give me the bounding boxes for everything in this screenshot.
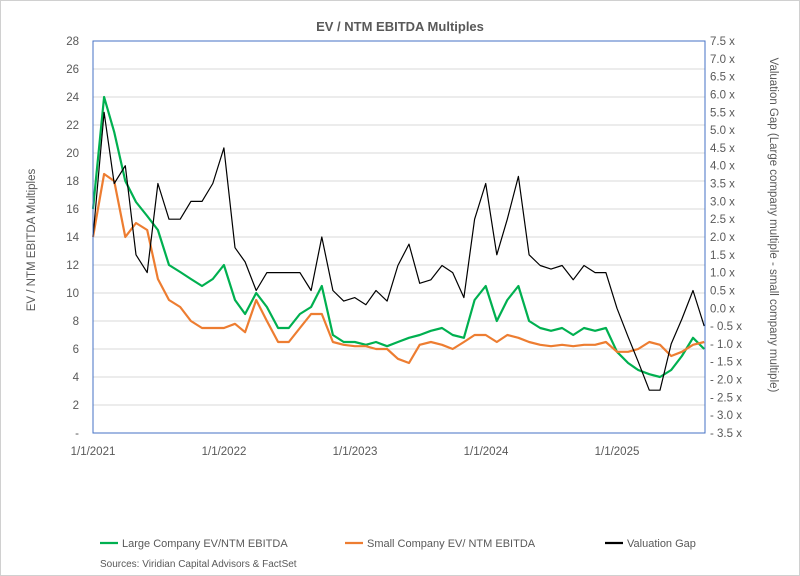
y2-tick-label: - 0.5 x [710,321,742,333]
y-tick-label: 8 [73,316,79,328]
gridlines [93,40,705,406]
y2-tick-label: 6.5 x [710,72,735,84]
x-tick-label: 1/1/2024 [464,446,509,458]
y2-tick-label: 0.5 x [710,285,735,297]
y2-tick-label: 3.5 x [710,179,735,191]
legend-label: Large Company EV/NTM EBITDA [122,538,288,550]
y-axis-label: EV / NTM EBITDA Multiples [26,169,38,312]
y-tick-label: 14 [66,232,79,244]
y2-tick-label: 3.0 x [710,196,735,208]
y-tick-label: 28 [66,36,79,48]
y2-tick-label: 6.0 x [710,89,735,101]
y2-tick-label: 1.0 x [710,268,735,280]
legend-label: Valuation Gap [627,538,696,550]
legend-label: Small Company EV/ NTM EBITDA [367,538,536,550]
y-tick-label: 24 [66,92,79,104]
y-axis-right: - 3.5 x - 3.0 x - 2.5 x - 2.0 x - 1.5 x - 1.0… [710,36,742,440]
y-tick-label: 18 [66,176,79,188]
y-tick-label: 20 [66,148,79,160]
series-line-small-company-ev-ntm-ebitda [91,172,705,365]
x-tick-label: 1/1/2022 [202,446,247,458]
y-tick-label: 12 [66,260,79,272]
y-tick-label: 26 [66,64,79,76]
x-tick-label: 1/1/2025 [595,446,640,458]
plot-border [92,40,706,434]
y-tick-label: 6 [73,344,79,356]
y2-tick-label: - 1.0 x [710,339,742,351]
y2-tick-label: 7.0 x [710,54,735,66]
x-tick-label: 1/1/2023 [333,446,378,458]
y-tick-label: 2 [73,400,79,412]
y2-tick-label: - 1.5 x [710,357,742,369]
series-line-valuation-gap [92,111,705,391]
y-tick-label: 10 [66,288,79,300]
y2-tick-label: - 3.5 x [710,428,742,440]
y2-tick-label: 0.0 x [710,303,735,315]
x-axis: 1/1/2021 1/1/2022 1/1/2023 1/1/2024 1/1/2025 [71,446,640,458]
y2-tick-label: 4.5 x [710,143,735,155]
x-tick-label: 1/1/2021 [71,446,116,458]
y2-tick-label: 2.5 x [710,214,735,226]
y2-tick-label: 4.0 x [710,161,735,173]
y2-tick-label: 1.5 x [710,250,735,262]
y-tick-label: 4 [73,372,80,384]
y2-tick-label: 2.0 x [710,232,735,244]
y2-tick-label: - 2.0 x [710,375,742,387]
y2-tick-label: - 3.0 x [710,410,742,422]
y-tick-label: 22 [66,120,79,132]
legend: Large Company EV/NTM EBITDA Small Company… [100,538,696,550]
source-note: Sources: Viridian Capital Advisors & Fac… [100,559,297,570]
y2-tick-label: 5.5 x [710,107,735,119]
series-line-large-company-ev-ntm-ebitda [91,95,705,379]
chart-title: EV / NTM EBITDA Multiples [316,19,484,34]
y-tick-label: - [75,428,79,440]
y-tick-label: 16 [66,204,79,216]
series-lines [91,95,705,391]
y2-tick-label: 7.5 x [710,36,735,48]
y2-axis-label: Valuation Gap (Large company multiple - … [767,58,779,393]
y2-tick-label: - 2.5 x [710,392,742,404]
y2-tick-label: 5.0 x [710,125,735,137]
